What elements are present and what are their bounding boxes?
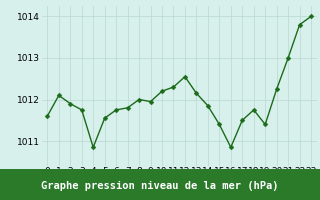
Text: Graphe pression niveau de la mer (hPa): Graphe pression niveau de la mer (hPa) — [41, 181, 279, 191]
